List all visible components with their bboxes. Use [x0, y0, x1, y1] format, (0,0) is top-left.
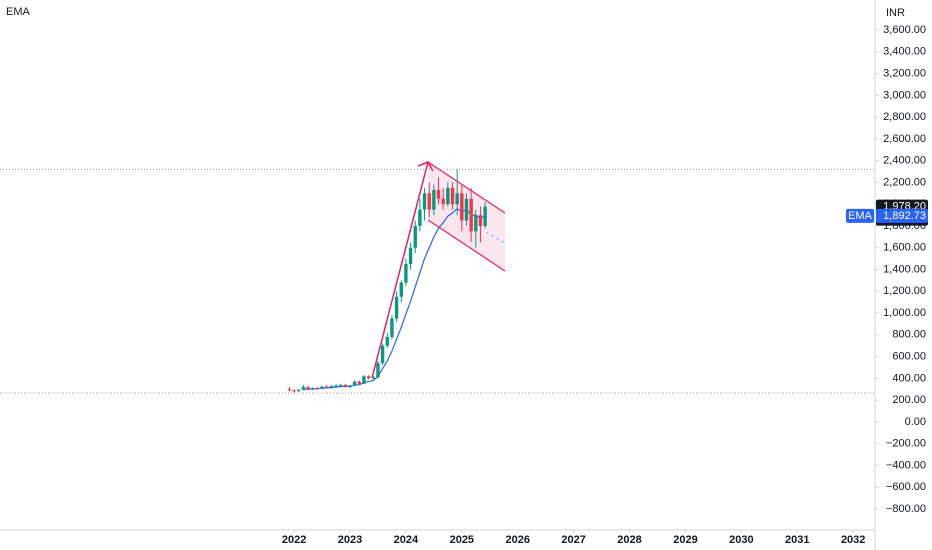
candle-body [427, 193, 431, 210]
candle-body [352, 381, 357, 386]
y-tick-label: 3,600.00 [883, 24, 926, 36]
candle-body [366, 376, 371, 379]
chart-title: EMA [6, 6, 31, 18]
candle-body [311, 388, 315, 390]
y-tick-label: 0.00 [905, 416, 926, 428]
flag-pole [371, 161, 429, 379]
candle-body [464, 198, 469, 221]
candle-body [408, 247, 413, 265]
candle-body [390, 318, 394, 338]
y-tick-label: 3,200.00 [883, 67, 926, 79]
x-tick-label: 2032 [841, 534, 865, 546]
flag-upper [427, 161, 506, 214]
y-tick-label: 1,600.00 [883, 242, 926, 254]
candle-body [432, 190, 436, 210]
y-tick-label: −600.00 [886, 481, 926, 493]
ema-value-box [876, 208, 928, 223]
flag-lower [427, 219, 506, 272]
candle-body [362, 376, 366, 384]
candle-body [371, 377, 376, 379]
y-tick-label: 2,600.00 [883, 133, 926, 145]
y-tick-label: 1,400.00 [883, 263, 926, 275]
y-tick-label: 1,000.00 [883, 307, 926, 319]
candle-body [460, 193, 464, 221]
candle-body [474, 215, 478, 232]
ema-name-box [846, 208, 874, 223]
candle-body [338, 384, 343, 386]
candle-body [446, 187, 450, 205]
candle-body [329, 385, 334, 388]
y-tick-label: 2,400.00 [883, 155, 926, 167]
y-tick-label: 3,000.00 [883, 89, 926, 101]
y-tick-label: 200.00 [892, 394, 926, 406]
candle-body [385, 337, 389, 346]
candle-body [422, 193, 427, 210]
candle-body [483, 206, 487, 226]
ema-name-label: EMA [848, 210, 873, 222]
candle-body [399, 282, 403, 297]
ema-line [303, 207, 486, 390]
x-tick-label: 2025 [450, 534, 474, 546]
x-tick-label: 2026 [505, 534, 529, 546]
y-tick-label: −400.00 [886, 459, 926, 471]
x-tick-label: 2029 [673, 534, 697, 546]
y-tick-label: −800.00 [886, 503, 926, 515]
x-tick-label: 2023 [338, 534, 362, 546]
candle-body [394, 296, 399, 319]
y-tick-label: 400.00 [892, 372, 926, 384]
candle-body [301, 387, 306, 390]
candle-body [297, 389, 301, 391]
x-tick-label: 2027 [561, 534, 585, 546]
y-tick-label: 2,800.00 [883, 111, 926, 123]
x-tick-label: 2031 [785, 534, 809, 546]
y-tick-label: 1,200.00 [883, 285, 926, 297]
candle-body [348, 385, 352, 388]
candle-body [343, 384, 348, 388]
candle-body [287, 389, 292, 391]
y-tick-label: 800.00 [892, 329, 926, 341]
x-tick-label: 2028 [617, 534, 641, 546]
candle-body [418, 209, 422, 226]
candle-body [306, 387, 310, 390]
candle-body [376, 363, 380, 378]
currency-label: INR [886, 7, 905, 19]
candle-body [334, 385, 338, 387]
ema-value-label: 1,892.73 [883, 210, 926, 222]
candle-body [320, 386, 324, 389]
x-tick-label: 2030 [729, 534, 753, 546]
candle-body [455, 193, 459, 205]
candle-body [436, 190, 441, 199]
candle-body [292, 390, 296, 392]
y-tick-label: −200.00 [886, 438, 926, 450]
candle-body [324, 386, 329, 388]
pole-arrow [417, 161, 434, 172]
candle-body [404, 264, 408, 283]
candle-body [357, 381, 362, 384]
candle-body [413, 225, 417, 248]
y-tick-label: 2,200.00 [883, 176, 926, 188]
candle-body [315, 388, 320, 390]
y-tick-label: 3,400.00 [883, 46, 926, 58]
candle-body [478, 215, 483, 226]
y-tick-label: 600.00 [892, 351, 926, 363]
candle-body [450, 187, 455, 205]
projection [485, 231, 506, 244]
candle-body [469, 198, 473, 232]
x-tick-label: 2024 [394, 534, 419, 546]
candle-body [441, 198, 445, 205]
candle-body [380, 345, 385, 364]
x-tick-label: 2022 [282, 534, 306, 546]
